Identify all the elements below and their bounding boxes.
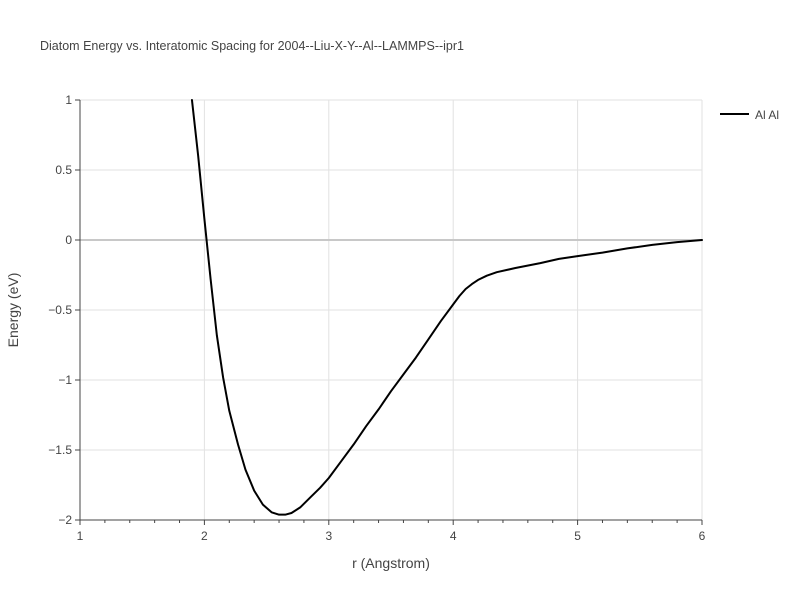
y-axis-title: Energy (eV) — [5, 273, 21, 348]
y-tick-label: 1 — [65, 93, 72, 107]
y-tick-label: −0.5 — [48, 303, 72, 317]
series-layer — [190, 99, 703, 516]
x-axis-title: r (Angstrom) — [352, 555, 430, 571]
grid-layer — [80, 99, 703, 520]
x-tick-label: 3 — [325, 529, 332, 543]
y-tick-label: 0 — [65, 233, 72, 247]
x-tick-label: 1 — [77, 529, 84, 543]
x-tick-label: 4 — [450, 529, 457, 543]
x-tick-label: 2 — [201, 529, 208, 543]
axis-layer: 1 0.5 0 −0.5 −1 −1.5 −2 1 2 3 4 5 6 — [48, 93, 705, 543]
chart-title: Diatom Energy vs. Interatomic Spacing fo… — [40, 39, 464, 53]
legend[interactable]: Al Al — [720, 108, 779, 122]
legend-label: Al Al — [755, 108, 779, 122]
y-tick-label: −1.5 — [48, 443, 72, 457]
x-tick-label: 5 — [574, 529, 581, 543]
y-tick-label: −1 — [58, 373, 72, 387]
y-tick-label: −2 — [58, 513, 72, 527]
y-tick-label: 0.5 — [55, 163, 72, 177]
x-tick-label: 6 — [699, 529, 706, 543]
series-line-al-al — [190, 99, 703, 516]
